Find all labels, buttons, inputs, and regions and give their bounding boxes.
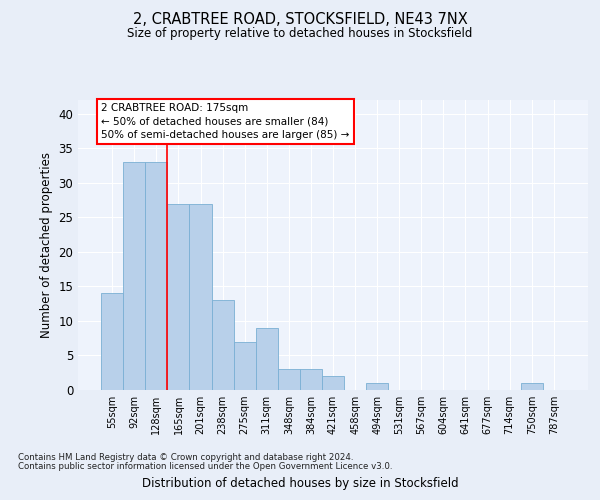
Bar <box>190 204 212 390</box>
Bar <box>233 342 256 390</box>
Bar <box>212 300 233 390</box>
Text: Contains HM Land Registry data © Crown copyright and database right 2024.: Contains HM Land Registry data © Crown c… <box>18 454 353 462</box>
Text: Size of property relative to detached houses in Stocksfield: Size of property relative to detached ho… <box>127 28 473 40</box>
Y-axis label: Number of detached properties: Number of detached properties <box>40 152 53 338</box>
Text: 2 CRABTREE ROAD: 175sqm
← 50% of detached houses are smaller (84)
50% of semi-de: 2 CRABTREE ROAD: 175sqm ← 50% of detache… <box>101 104 350 140</box>
Bar <box>521 383 543 390</box>
Text: Distribution of detached houses by size in Stocksfield: Distribution of detached houses by size … <box>142 477 458 490</box>
Bar <box>366 383 388 390</box>
Bar <box>300 370 322 390</box>
Text: 2, CRABTREE ROAD, STOCKSFIELD, NE43 7NX: 2, CRABTREE ROAD, STOCKSFIELD, NE43 7NX <box>133 12 467 28</box>
Bar <box>145 162 167 390</box>
Bar <box>256 328 278 390</box>
Bar <box>322 376 344 390</box>
Text: Contains public sector information licensed under the Open Government Licence v3: Contains public sector information licen… <box>18 462 392 471</box>
Bar <box>101 294 123 390</box>
Bar <box>167 204 190 390</box>
Bar <box>278 370 300 390</box>
Bar <box>123 162 145 390</box>
